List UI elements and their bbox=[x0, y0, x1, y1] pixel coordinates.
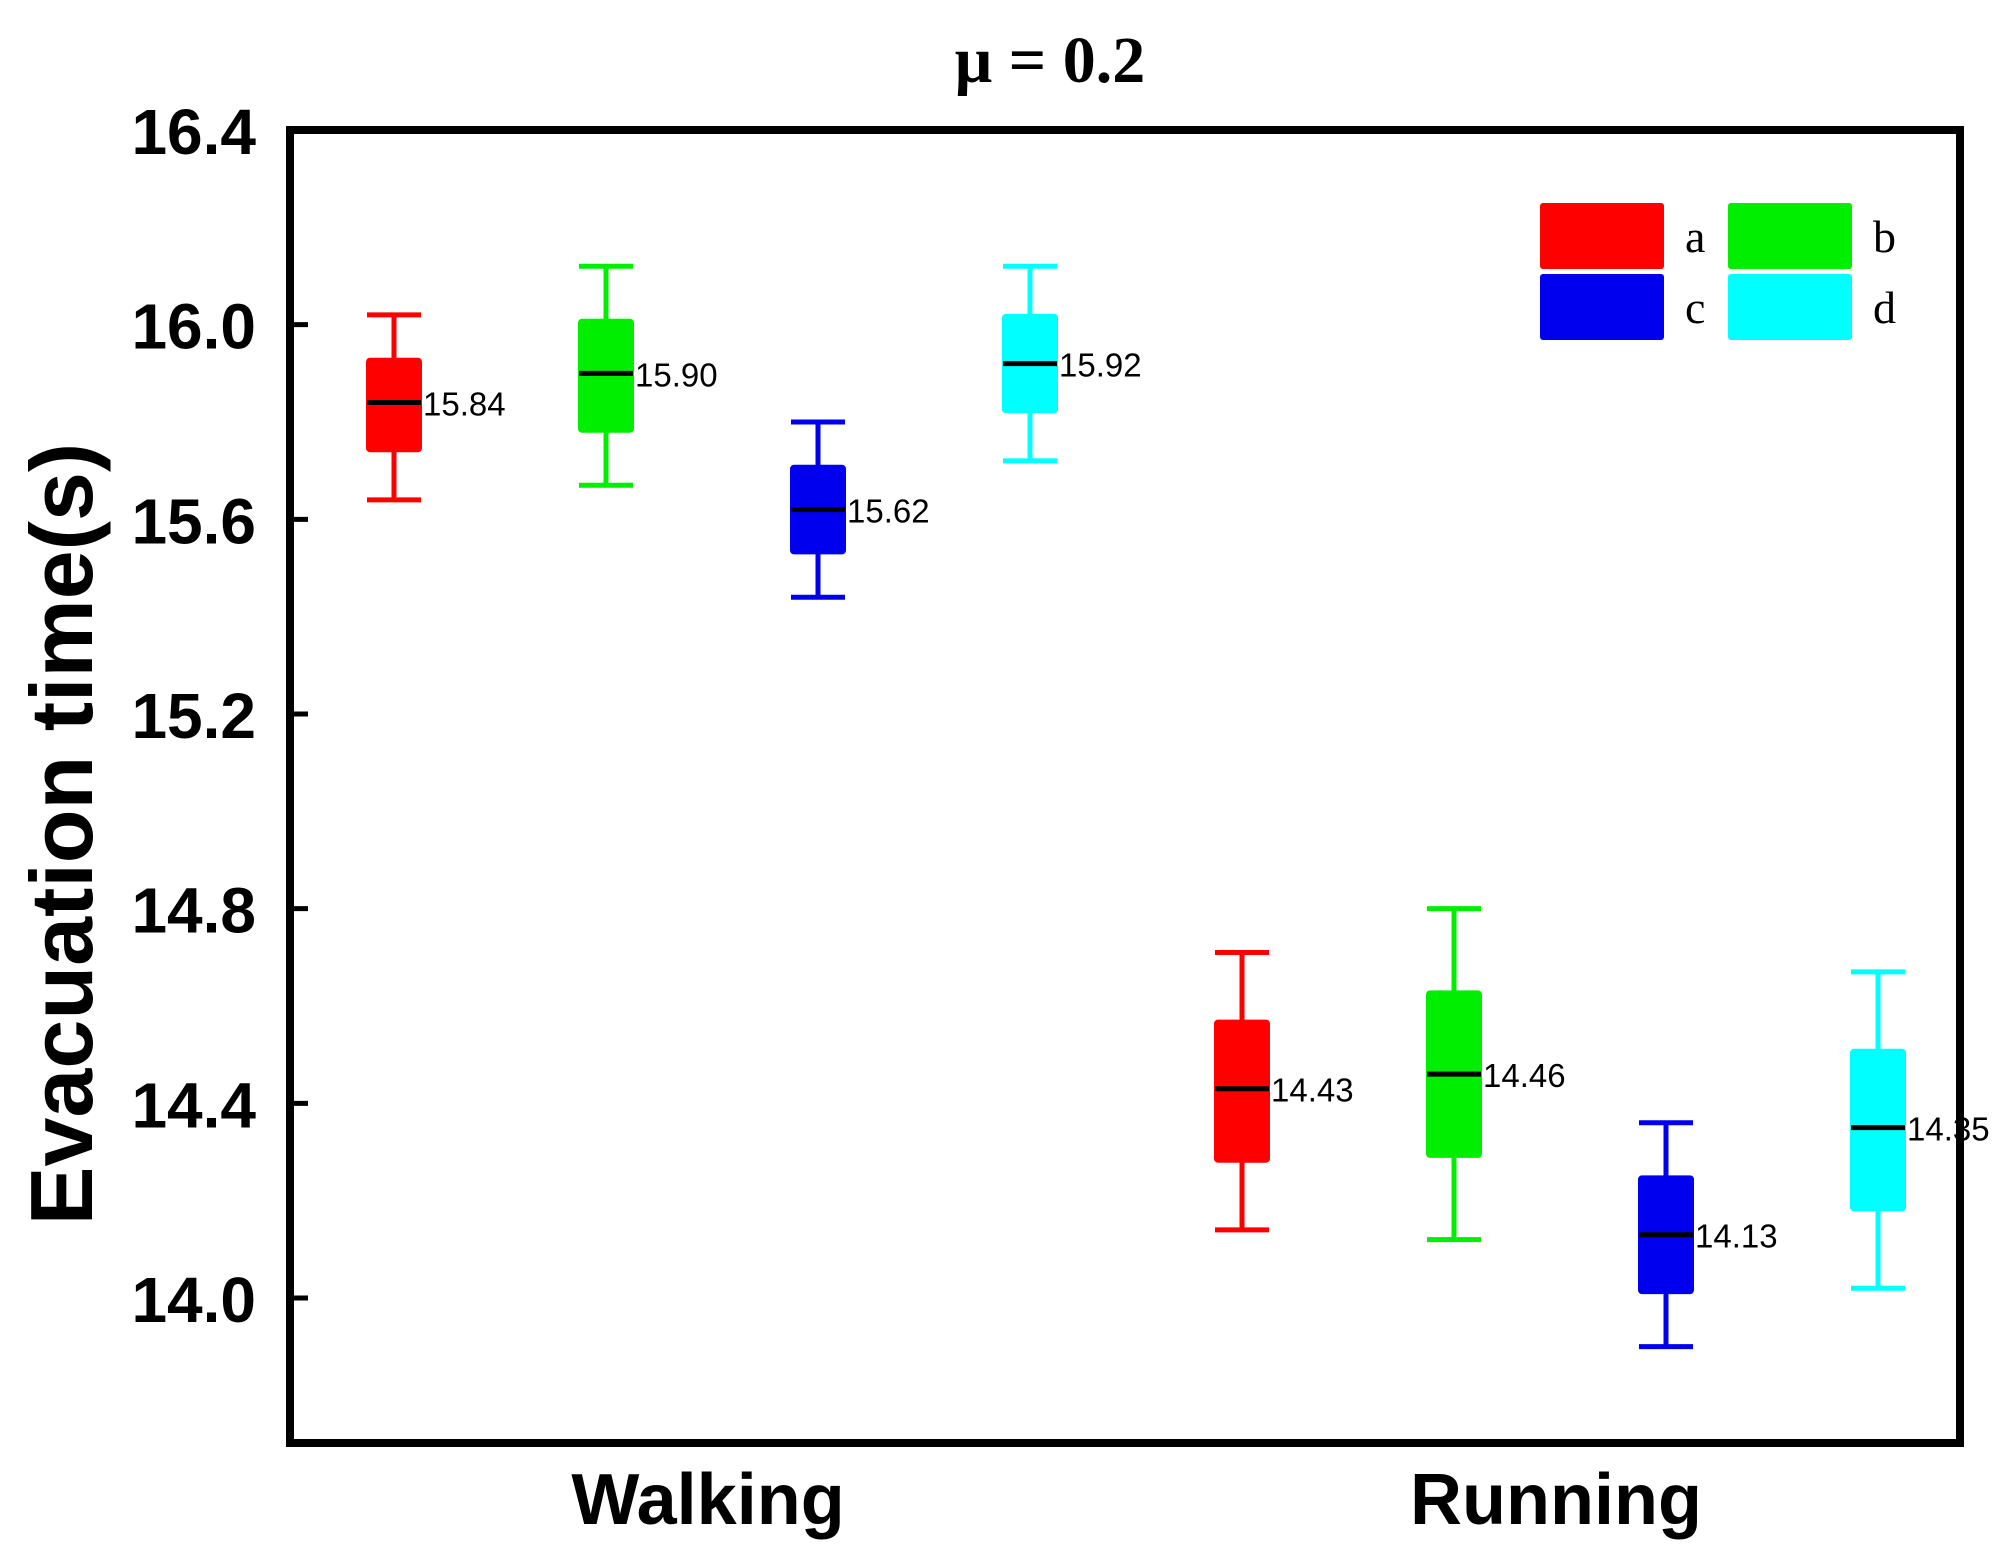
box-b-running: 14.46 bbox=[1426, 906, 1566, 1243]
median-data-label: 15.92 bbox=[1059, 347, 1142, 384]
box-a-walking: 15.84 bbox=[366, 312, 506, 503]
x-category-label: Walking bbox=[571, 1460, 844, 1540]
y-tick-label: 16.0 bbox=[131, 291, 256, 363]
y-tick-label: 15.2 bbox=[131, 680, 256, 752]
chart-title: μ = 0.2 bbox=[955, 24, 1146, 97]
median-data-label: 14.43 bbox=[1271, 1072, 1354, 1109]
box-b-walking: 15.90 bbox=[578, 263, 718, 488]
plot-frame bbox=[286, 126, 1964, 1447]
median-data-label: 15.84 bbox=[423, 386, 506, 423]
legend-item-b: b bbox=[1728, 203, 1896, 269]
y-tick-label: 14.4 bbox=[131, 1069, 256, 1141]
y-tick-label: 14.8 bbox=[131, 875, 256, 947]
y-tick-label: 14.0 bbox=[131, 1264, 256, 1336]
legend: a b c d bbox=[1540, 203, 1896, 340]
y-tick-label: 15.6 bbox=[131, 485, 256, 557]
box-c-running: 14.13 bbox=[1638, 1120, 1778, 1350]
legend-label: c bbox=[1685, 282, 1705, 333]
median-data-label: 14.46 bbox=[1483, 1057, 1566, 1094]
box-d-walking: 15.92 bbox=[1002, 263, 1142, 464]
median-data-label: 14.35 bbox=[1907, 1111, 1990, 1148]
y-axis-label: Evacuation time(s) bbox=[12, 443, 111, 1225]
median-data-label: 15.90 bbox=[635, 356, 718, 393]
box-d-running: 14.35 bbox=[1850, 969, 1990, 1291]
legend-label: d bbox=[1873, 282, 1896, 333]
legend-swatch bbox=[1728, 274, 1852, 340]
median-data-label: 15.62 bbox=[847, 493, 930, 530]
legend-item-d: d bbox=[1728, 274, 1896, 340]
box-a-running: 14.43 bbox=[1214, 949, 1354, 1233]
x-category-label: Running bbox=[1410, 1460, 1702, 1540]
legend-label: a bbox=[1685, 211, 1705, 262]
legend-swatch bbox=[1540, 274, 1664, 340]
legend-swatch bbox=[1728, 203, 1852, 269]
y-tick-label: 16.4 bbox=[131, 96, 256, 168]
median-data-label: 14.13 bbox=[1695, 1218, 1778, 1255]
box-c-walking: 15.62 bbox=[790, 419, 930, 600]
legend-item-c: c bbox=[1540, 274, 1705, 340]
legend-item-a: a bbox=[1540, 203, 1705, 269]
legend-swatch bbox=[1540, 203, 1664, 269]
plot-area: 15.84 14.43 15.90 14.46 15.62 14.13 15.92 14.35 bbox=[366, 263, 1990, 1350]
legend-label: b bbox=[1873, 211, 1896, 262]
